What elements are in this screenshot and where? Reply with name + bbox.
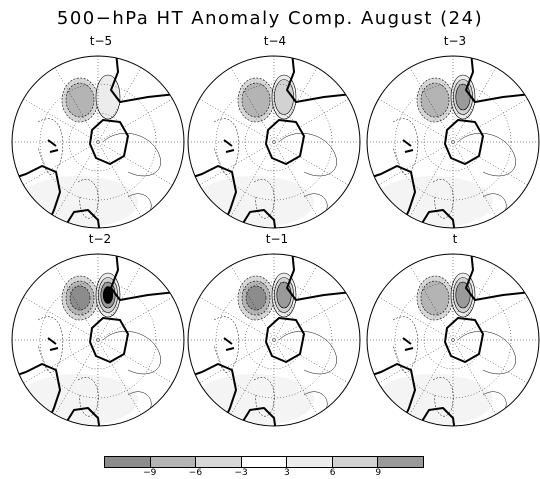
negative-anomaly-contour <box>420 280 450 316</box>
panel-label: t <box>452 232 458 246</box>
positive-anomaly-contour <box>455 281 471 309</box>
anomaly-contour <box>213 118 240 175</box>
anomaly-contour <box>37 316 64 373</box>
colorbar-tick-label: −3 <box>234 468 248 478</box>
anomaly-contour <box>457 331 516 375</box>
coastline <box>418 407 456 426</box>
polar-map-panel <box>187 55 361 229</box>
negative-anomaly-contour <box>420 82 450 118</box>
negative-anomaly-contour <box>69 285 91 311</box>
map-boundary <box>11 253 185 427</box>
positive-anomaly-contour <box>95 74 121 120</box>
anomaly-contour <box>253 377 275 417</box>
figure-title: 500−hPa HT Anomaly Comp. August (24) <box>56 8 484 29</box>
positive-anomaly-contour <box>274 79 294 115</box>
island-coastline <box>223 139 235 153</box>
colorbar-segment <box>287 457 333 467</box>
anomaly-contour <box>253 179 275 219</box>
anomaly-contour <box>432 179 454 219</box>
colorbar-tick-label: 3 <box>283 468 290 478</box>
anomaly-contour <box>392 118 419 175</box>
colorbar-segment <box>150 457 197 467</box>
polar-map-panel <box>187 253 361 427</box>
greenland-coastline <box>89 317 129 363</box>
anomaly-contour <box>278 133 337 177</box>
polar-map-panel <box>11 253 185 427</box>
negative-anomaly-contour <box>65 82 95 118</box>
map-boundary <box>187 55 361 229</box>
anomaly-contour <box>278 331 337 375</box>
colorbar-segment <box>196 457 242 467</box>
positive-anomaly-contour <box>455 83 471 111</box>
colorbar-segment <box>105 457 151 467</box>
positive-anomaly-contour <box>102 286 114 304</box>
panel-label: t−4 <box>263 34 287 48</box>
coastline <box>63 209 101 228</box>
anomaly-contour <box>102 331 161 375</box>
anomaly-contour <box>392 316 419 373</box>
greenland-coastline <box>265 317 305 363</box>
coastline <box>239 209 277 228</box>
colorbar-segment <box>332 457 379 467</box>
anomaly-contour <box>77 377 99 417</box>
anomaly-contour <box>457 133 516 177</box>
panel-label: t−1 <box>265 232 289 246</box>
colorbar-tick-label: −9 <box>143 468 157 478</box>
colorbar <box>104 456 424 468</box>
polar-map-panel <box>11 55 185 229</box>
anomaly-contour <box>102 133 161 177</box>
coastline <box>63 407 101 426</box>
negative-anomaly-contour <box>241 82 271 118</box>
anomaly-contour <box>213 316 240 373</box>
map-boundary <box>366 253 540 427</box>
colorbar-labels: −9 −6 −3 3 6 9 <box>104 468 424 479</box>
greenland-coastline <box>265 119 305 165</box>
anomaly-contour <box>77 179 99 219</box>
positive-anomaly-contour <box>276 281 292 309</box>
island-coastline <box>223 337 235 351</box>
greenland-coastline <box>89 119 129 165</box>
greenland-coastline <box>444 119 484 165</box>
colorbar-tick-label: −6 <box>188 468 203 478</box>
coastline <box>239 407 277 426</box>
colorbar-tick-label: 9 <box>375 468 382 478</box>
anomaly-contour <box>432 377 454 417</box>
map-boundary <box>187 253 361 427</box>
panel-label: t−3 <box>443 34 467 48</box>
island-coastline <box>47 139 59 153</box>
coastline <box>418 209 456 228</box>
island-coastline <box>402 337 414 351</box>
colorbar-segment <box>241 457 288 467</box>
colorbar-segment <box>378 457 424 467</box>
greenland-coastline <box>444 317 484 363</box>
negative-anomaly-contour <box>245 285 267 311</box>
island-coastline <box>47 337 59 351</box>
panel-label: t−5 <box>89 34 113 48</box>
panel-label: t−2 <box>88 232 112 246</box>
map-boundary <box>366 55 540 229</box>
colorbar-tick-label: 6 <box>329 468 336 478</box>
polar-map-panel <box>366 253 540 427</box>
map-boundary <box>11 55 185 229</box>
polar-map-panel <box>366 55 540 229</box>
island-coastline <box>402 139 414 153</box>
anomaly-contour <box>37 118 64 175</box>
